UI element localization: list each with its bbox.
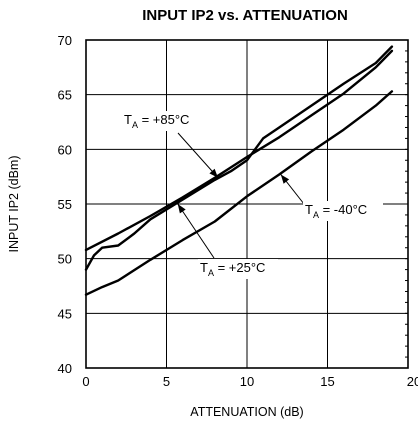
y-tick-label: 70	[58, 33, 72, 48]
x-tick-label: 10	[240, 374, 254, 389]
annotation-arrowhead	[178, 204, 186, 213]
x-axis-label: ATTENUATION (dB)	[190, 405, 303, 419]
annotation-arrowhead	[281, 174, 289, 183]
y-tick-label: 55	[58, 197, 72, 212]
annotation-leader	[178, 133, 218, 178]
x-tick-label: 15	[320, 374, 334, 389]
y-tick-label: 65	[58, 88, 72, 103]
series-line-1	[86, 47, 392, 270]
y-tick-label: 45	[58, 306, 72, 321]
annotation-leader	[178, 204, 214, 258]
y-axis-label: INPUT IP2 (dBm)	[7, 155, 21, 252]
x-tick-label: 20	[407, 374, 418, 389]
curves	[86, 47, 392, 295]
y-tick-label: 60	[58, 142, 72, 157]
y-tick-label: 50	[58, 252, 72, 267]
x-tick-label: 5	[163, 374, 170, 389]
x-tick-label: 0	[82, 374, 89, 389]
y-tick-label: 40	[58, 361, 72, 376]
chart-title: INPUT IP2 vs. ATTENUATION	[142, 7, 348, 24]
